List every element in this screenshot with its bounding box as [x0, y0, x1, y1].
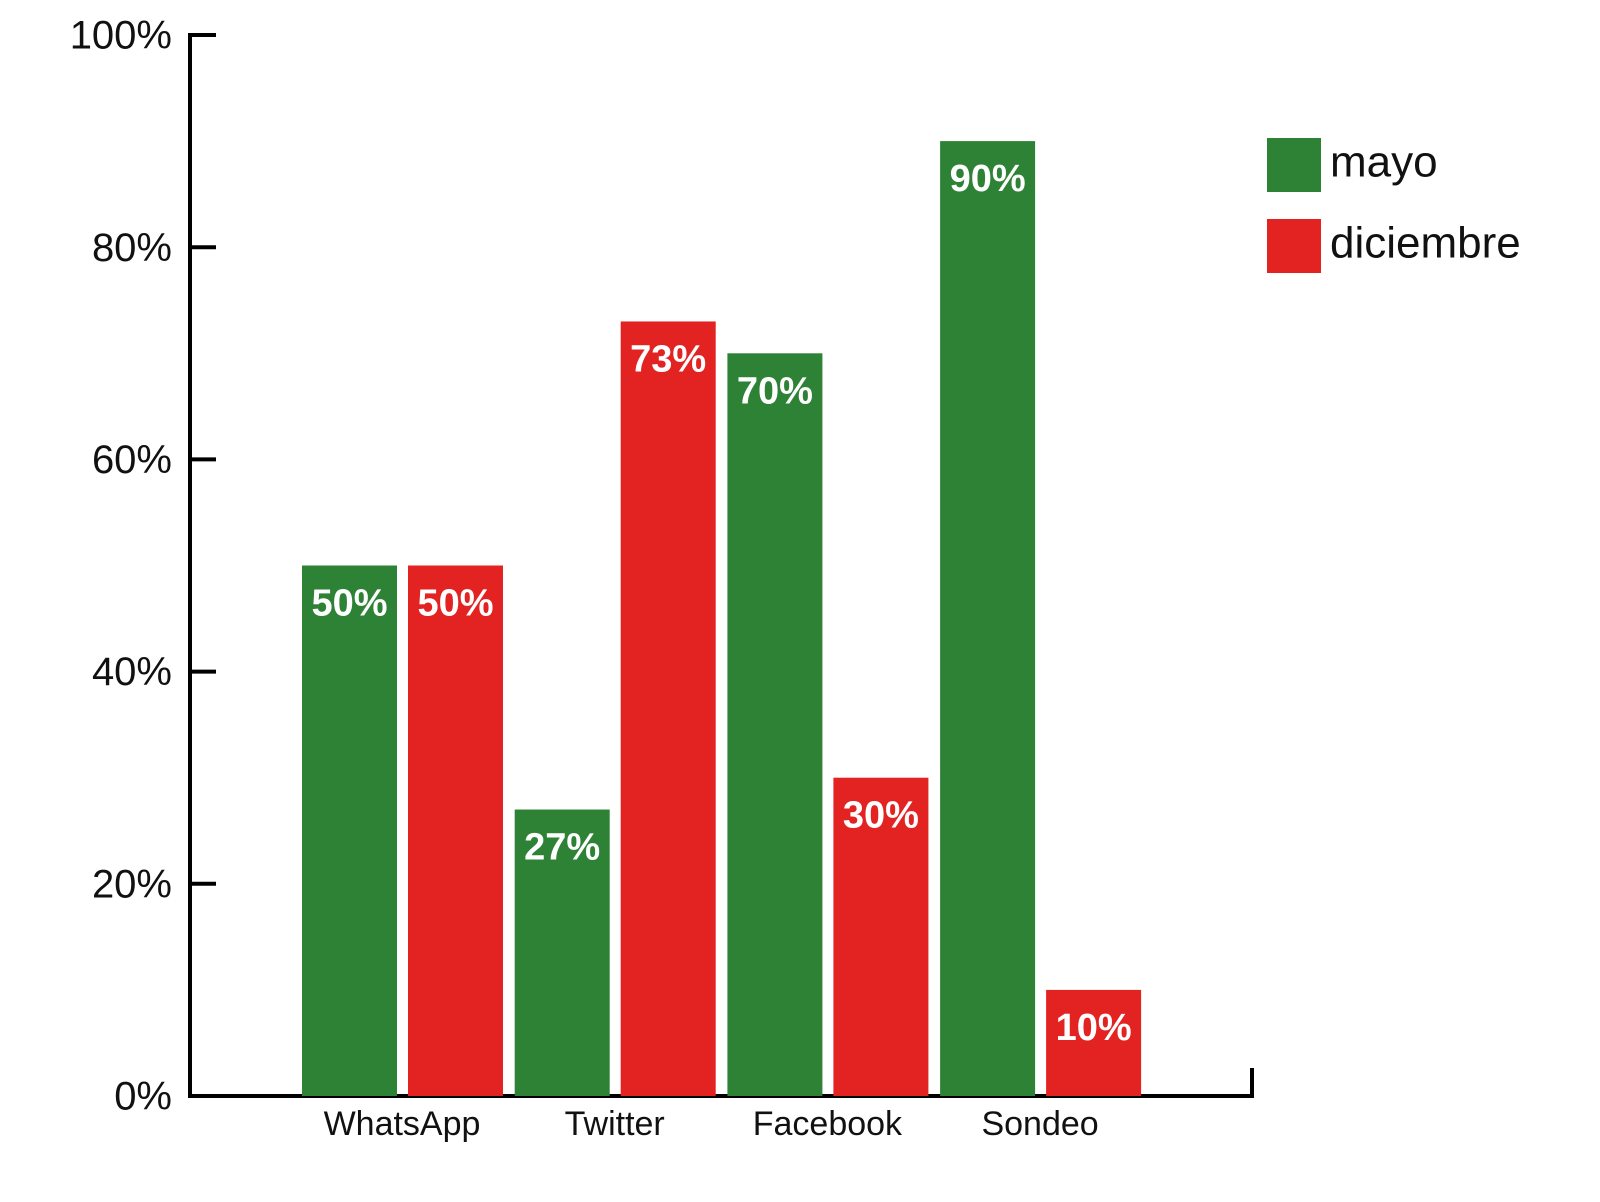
- value-label: 73%: [630, 339, 706, 381]
- y-tick-label: 0%: [114, 1075, 172, 1119]
- y-tick-label: 60%: [92, 438, 172, 482]
- legend-swatch: [1267, 138, 1321, 192]
- bar: [408, 565, 503, 1096]
- bar: [727, 353, 823, 1096]
- value-label: 27%: [524, 827, 600, 869]
- x-tick-label: Twitter: [565, 1105, 665, 1143]
- value-label: 90%: [950, 158, 1026, 200]
- legend-label: diciembre: [1330, 219, 1521, 268]
- y-tick-label: 100%: [70, 14, 172, 58]
- y-tick-label: 20%: [92, 862, 172, 906]
- value-label: 70%: [737, 370, 813, 412]
- bar: [620, 321, 716, 1097]
- x-tick-label: WhatsApp: [324, 1105, 481, 1143]
- y-tick-label: 80%: [92, 226, 172, 270]
- bar: [940, 141, 1036, 1097]
- bar: [833, 777, 929, 1096]
- y-tick-label: 40%: [92, 650, 172, 694]
- bar: [302, 565, 397, 1096]
- value-label: 30%: [843, 795, 919, 837]
- bar: [1046, 989, 1142, 1096]
- x-tick-label: Sondeo: [981, 1105, 1098, 1143]
- value-label: 10%: [1056, 1007, 1132, 1049]
- bar: [514, 809, 610, 1096]
- legend-swatch: [1267, 219, 1321, 273]
- x-tick-label: Facebook: [753, 1105, 903, 1143]
- value-label: 50%: [311, 583, 387, 625]
- value-label: 50%: [417, 583, 493, 625]
- legend-label: mayo: [1330, 138, 1438, 187]
